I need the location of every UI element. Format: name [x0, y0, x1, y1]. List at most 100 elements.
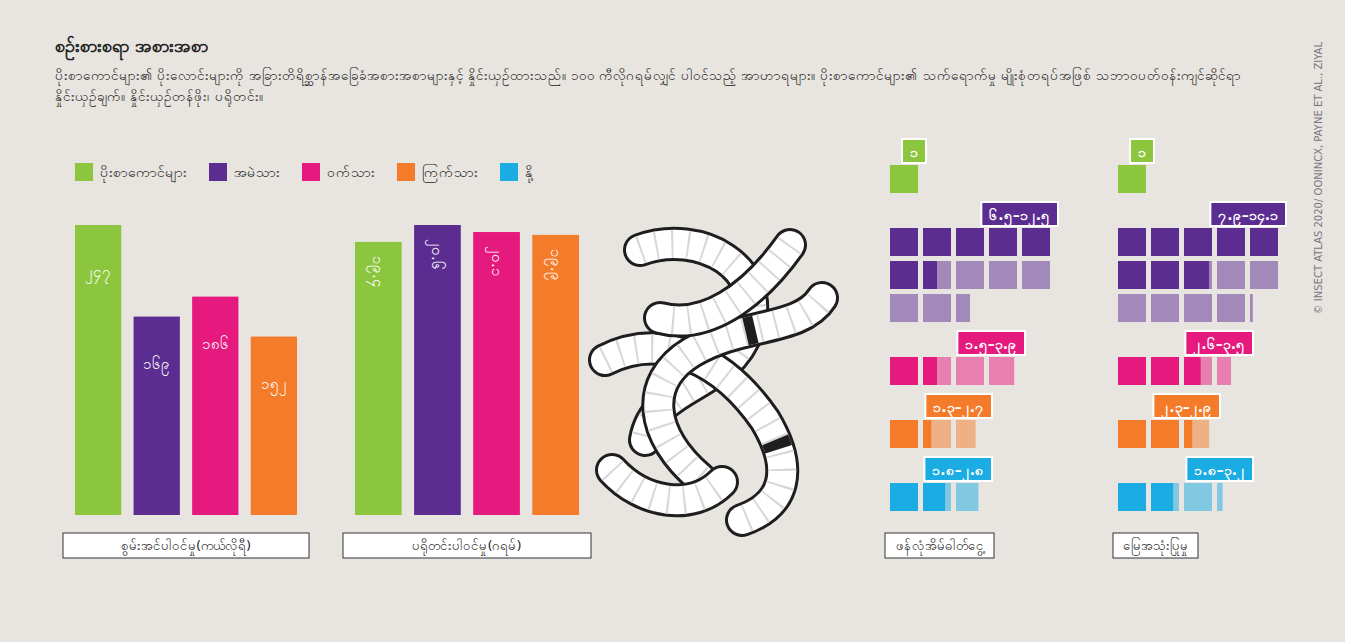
legend-swatch	[500, 163, 518, 181]
waffle-cell	[1118, 420, 1146, 448]
waffle-cell	[1217, 228, 1245, 256]
data-label: ၁	[910, 144, 918, 160]
worm-stripe	[605, 349, 782, 520]
waffle-cell	[1118, 165, 1146, 193]
legend-swatch	[397, 163, 415, 181]
data-label: ၇.၉–၁၄.၁	[1218, 207, 1278, 227]
waffle-cell-range	[1184, 483, 1212, 511]
data-labels: ၁၇.၉–၁၄.၁၂.၆–၃.၅၂.၃–၂.၉၁.၈–၃.၂	[1130, 139, 1286, 482]
waffle-cell-range	[1250, 261, 1278, 289]
worm-ring	[612, 470, 722, 500]
legend-label: အမဲသား	[234, 164, 280, 180]
bar-group	[75, 225, 297, 515]
data-labels: ၂၄၇၁၆၉၁၈၆၁၅၂	[85, 263, 287, 396]
legend-label: ဝက်သား	[327, 164, 375, 180]
waffle-cell	[1250, 228, 1278, 256]
data-label: ၂၄၇	[85, 263, 111, 284]
source-note: © INSECT ATLAS 2020/ OONINCX, PAYNE ET A…	[1313, 42, 1324, 315]
data-labels: ၁၉.၄၂၀.၆၂၀.၁၁၉.၉	[366, 239, 564, 288]
subtitle: နှိုင်းယှဉ်ချက်။ နှိုင်းယှဉ်တန်ဖိုး၊ ပရိ…	[55, 88, 264, 107]
waffle-cell-range	[923, 294, 951, 322]
waffle-cell-range	[1209, 261, 1212, 289]
waffle-group	[1118, 165, 1278, 511]
waffle-cell-range	[989, 261, 1017, 289]
data-label-box	[1130, 139, 1154, 163]
data-label: ၁.၈–၂.၈	[932, 462, 984, 482]
waffle-cell	[989, 228, 1017, 256]
waffle-cell-range	[945, 483, 951, 511]
bar	[192, 297, 238, 515]
bar	[75, 225, 121, 515]
data-label-box	[902, 139, 926, 163]
data-label: ၁၆၉	[143, 355, 170, 376]
worm-ring	[660, 245, 790, 321]
legend-label: နို့	[525, 164, 534, 183]
worm-body	[612, 470, 722, 500]
data-label: ၁.၈–၃.၂	[1194, 462, 1245, 482]
worm-illustration	[605, 244, 822, 520]
waffle-cell	[1151, 228, 1179, 256]
waffle-cell	[1118, 228, 1146, 256]
waffle-cell	[1184, 420, 1192, 448]
waffle-cell	[890, 228, 918, 256]
waffle-cell-range	[1118, 294, 1146, 322]
waffle-cell-range	[956, 294, 970, 322]
worm-ring	[605, 349, 782, 520]
axis-title-frame	[885, 533, 994, 558]
data-labels: ၁၆.၅–၁၂.၅၁.၅–၃.၉၁.၃–၂.၇၁.၈–၂.၈	[902, 139, 1058, 482]
worm-stripe	[660, 245, 790, 321]
data-label: ၁	[1138, 144, 1146, 160]
data-label: ၆.၅–၁၂.၅	[989, 207, 1050, 227]
axis-title-box: ဖန်လုံအိမ်ဓါတ်ငွေ့	[885, 533, 994, 558]
data-label: ၂၀.၁	[485, 246, 506, 277]
waffle-cell-range	[1184, 294, 1212, 322]
bar	[251, 337, 297, 515]
waffle-cell-range	[956, 420, 976, 448]
legend: ပိုးစာကောင်များ အမဲသား ဝက်သား ကြက်သား နို့	[75, 163, 534, 183]
waffle-cell	[1151, 357, 1179, 385]
legend-label: ကြက်သား	[422, 164, 478, 183]
data-label: ၂.၃–၂.၉	[1161, 399, 1212, 419]
bar	[134, 317, 180, 515]
bar	[473, 232, 520, 515]
waffle-cell-range	[937, 261, 951, 289]
axis-title: စွမ်းအင်ပါဝင်မှု(ကယ်လိုရီ)	[121, 538, 251, 556]
legend-swatch	[209, 163, 227, 181]
data-label: ၁.၃–၂.၇	[933, 399, 984, 419]
waffle-cell	[1151, 261, 1179, 289]
axis-title-box: မြေအသုံးပြုမှု	[1113, 533, 1198, 558]
waffle-cell-range	[1022, 261, 1050, 289]
waffle-cell	[1118, 261, 1146, 289]
waffle-cell	[1184, 357, 1201, 385]
waffle-cell	[923, 228, 951, 256]
worm-stripe	[612, 470, 722, 500]
axis-title-frame	[1113, 533, 1198, 558]
waffle-cell-range	[1173, 483, 1179, 511]
waffle-cell-range	[890, 294, 918, 322]
waffle-group	[890, 165, 1050, 511]
axis-title: ပရိုတင်းပါဝင်မှု(ဂရမ်)	[412, 538, 521, 556]
title: စဉ်းစားစရာ အစားအစာ	[55, 35, 208, 61]
waffle-cell-range	[956, 357, 984, 385]
bar	[355, 242, 402, 515]
waffle-cell	[923, 357, 937, 385]
waffle-cell-range	[956, 483, 978, 511]
waffle-cell	[956, 228, 984, 256]
axis-title-frame	[343, 533, 591, 558]
waffle-cell	[1184, 261, 1209, 289]
bar	[532, 235, 579, 515]
waffle-cell	[890, 357, 918, 385]
data-label-box	[981, 202, 1058, 226]
waffle-cell	[1184, 228, 1212, 256]
worm-body	[660, 245, 790, 321]
legend-label: ပိုးစာကောင်များ	[100, 164, 187, 183]
waffle-cell-range	[1151, 294, 1179, 322]
waffle-cell-range	[1217, 357, 1231, 385]
legend-swatch	[75, 163, 93, 181]
waffle-cell	[890, 420, 918, 448]
waffle-cell	[1118, 483, 1146, 511]
data-label: ၁၈၆	[202, 335, 229, 353]
data-label: ၁.၅–၃.၉	[965, 336, 1017, 356]
axis-title-box: ပရိုတင်းပါဝင်မှု(ဂရမ်)	[343, 533, 591, 558]
data-label: ၁၉.၉	[544, 249, 565, 281]
